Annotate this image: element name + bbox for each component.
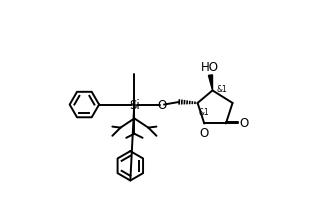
Text: O: O	[239, 117, 248, 130]
Text: &1: &1	[199, 107, 209, 116]
Text: O: O	[199, 126, 208, 139]
Text: O: O	[157, 98, 167, 111]
Text: &1: &1	[216, 85, 227, 94]
Polygon shape	[208, 75, 213, 91]
Text: HO: HO	[200, 60, 218, 73]
Text: Si: Si	[129, 98, 140, 111]
